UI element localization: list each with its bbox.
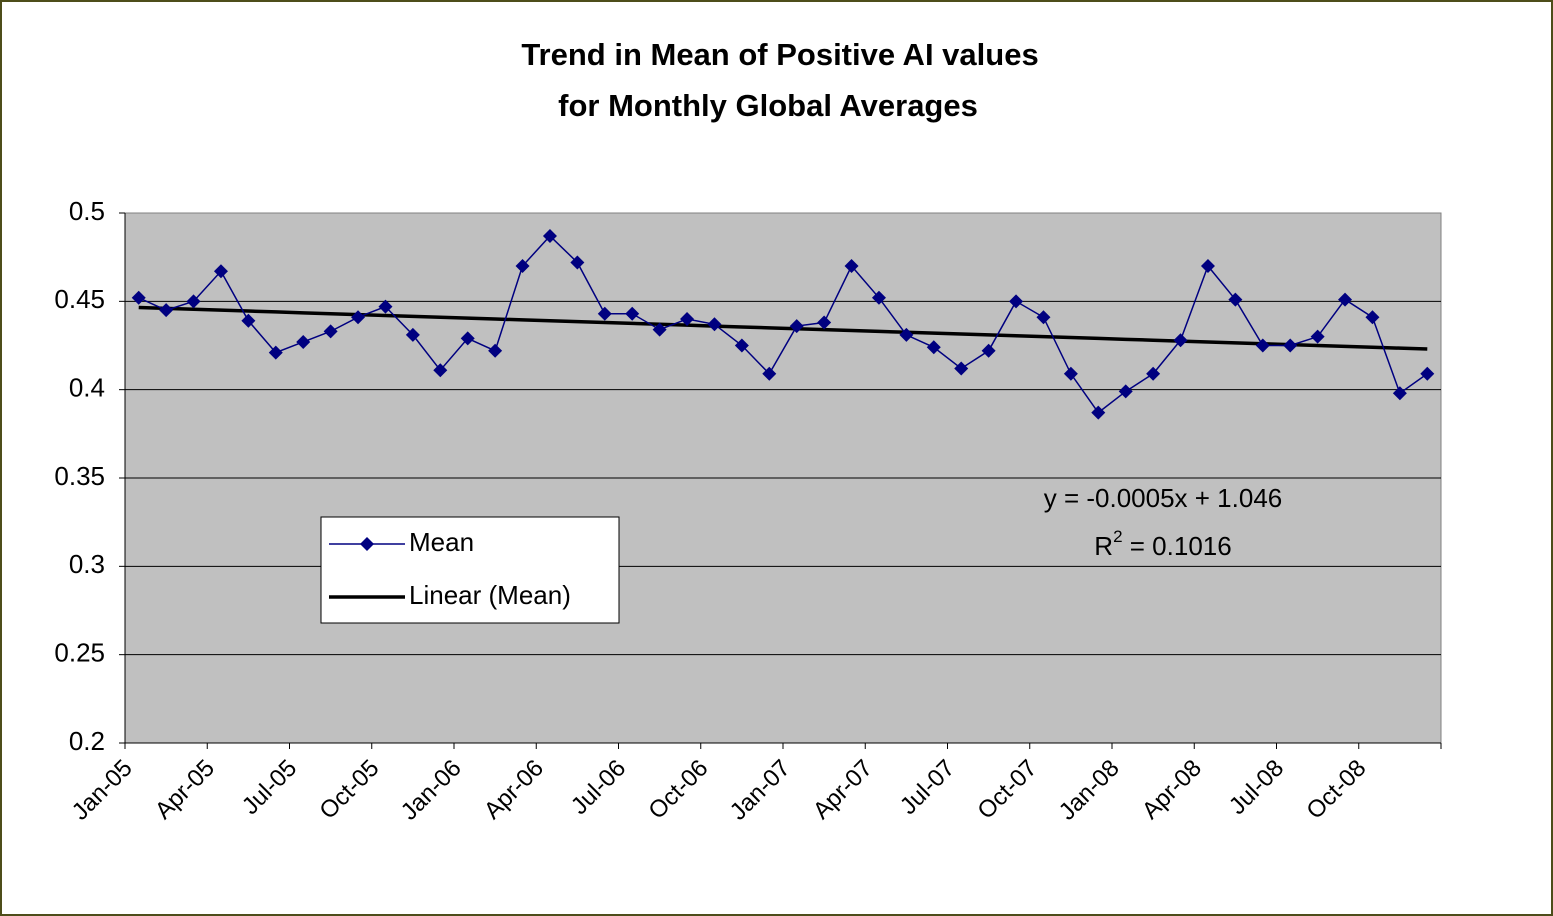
data-point xyxy=(734,338,749,353)
data-point xyxy=(268,345,283,360)
chart-title: for Monthly Global Averages xyxy=(558,88,978,123)
r-sup: 2 xyxy=(1113,527,1122,546)
data-point xyxy=(707,317,722,332)
data-point xyxy=(213,264,228,279)
trend-equation: y = -0.0005x + 1.046 xyxy=(1044,483,1283,513)
data-point xyxy=(1036,310,1051,325)
data-point xyxy=(515,259,530,273)
y-tick-label: 0.3 xyxy=(69,549,105,579)
data-point xyxy=(1338,292,1353,307)
y-tick-label: 0.5 xyxy=(69,196,105,226)
legend-label: Mean xyxy=(409,527,474,557)
data-point xyxy=(1009,294,1024,309)
data-point xyxy=(899,327,914,342)
data-point xyxy=(378,299,393,314)
data-point xyxy=(1146,366,1161,381)
data-point xyxy=(433,363,448,378)
legend-marker xyxy=(360,537,374,551)
data-point xyxy=(844,259,859,273)
data-point xyxy=(159,303,174,318)
data-point xyxy=(625,306,640,321)
data-point xyxy=(1063,366,1078,381)
data-point xyxy=(488,343,503,358)
data-point xyxy=(680,312,695,326)
chart-title: Trend in Mean of Positive AI values xyxy=(521,37,1038,72)
data-point xyxy=(241,313,256,328)
data-point xyxy=(817,315,832,330)
data-point xyxy=(1200,259,1215,273)
data-point xyxy=(131,290,146,305)
legend-label: Linear (Mean) xyxy=(409,580,571,610)
data-point xyxy=(460,331,475,346)
data-point xyxy=(1283,338,1298,353)
data-point xyxy=(762,366,777,381)
data-point xyxy=(1310,329,1325,344)
data-point xyxy=(351,310,366,325)
r-squared: R2 = 0.1016 xyxy=(1094,527,1231,560)
y-tick-label: 0.25 xyxy=(54,638,105,668)
data-point xyxy=(1228,292,1243,307)
data-point xyxy=(954,361,969,376)
data-point xyxy=(1091,405,1106,420)
data-point xyxy=(570,255,585,270)
data-point xyxy=(542,228,557,243)
data-point xyxy=(186,294,201,309)
data-point xyxy=(405,327,420,342)
data-point xyxy=(1392,386,1407,401)
data-point xyxy=(1255,338,1270,353)
legend-box xyxy=(320,516,620,624)
data-point xyxy=(1420,366,1435,381)
data-point xyxy=(1173,333,1188,348)
data-point xyxy=(789,319,804,334)
y-tick-label: 0.2 xyxy=(69,726,105,756)
data-point xyxy=(926,340,941,355)
data-point xyxy=(1365,310,1380,325)
data-point xyxy=(1118,384,1133,399)
data-point xyxy=(296,334,311,349)
y-tick-label: 0.45 xyxy=(54,284,105,314)
r-rest: = 0.1016 xyxy=(1123,531,1232,561)
data-point xyxy=(323,324,338,339)
data-point xyxy=(597,306,612,321)
r-base: R xyxy=(1094,531,1113,561)
data-point xyxy=(871,290,886,305)
y-tick-label: 0.35 xyxy=(54,461,105,491)
y-tick-label: 0.4 xyxy=(69,373,105,403)
data-point xyxy=(981,343,996,358)
data-point xyxy=(652,322,667,337)
series-line xyxy=(138,305,1428,351)
